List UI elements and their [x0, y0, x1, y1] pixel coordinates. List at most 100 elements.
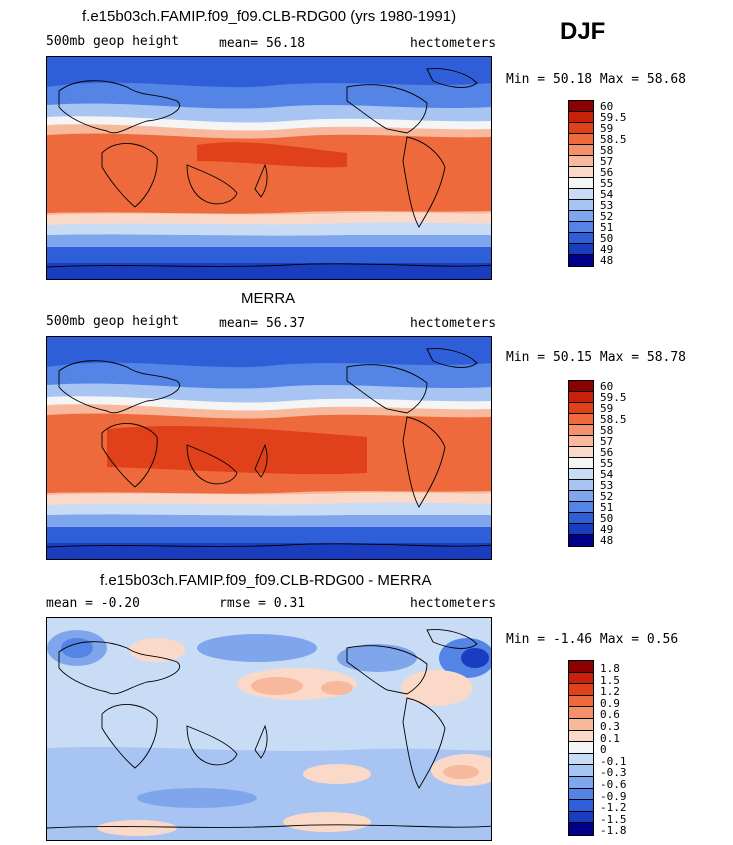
colorbar-label: 52	[600, 210, 614, 223]
colorbar-label: 57	[600, 435, 614, 448]
colorbar-label: 58	[600, 424, 614, 437]
colorbar-swatch	[569, 392, 593, 403]
colorbar-label: 53	[600, 479, 614, 492]
colorbar-label: 0.6	[600, 708, 620, 722]
colorbar-swatch	[569, 672, 593, 685]
colorbar-label: 55	[600, 457, 614, 470]
colorbar-label: 56	[600, 166, 614, 179]
colorbar-label: -0.6	[600, 778, 627, 791]
colorbar-swatch	[569, 134, 593, 145]
panel-obs-title: MERRA	[241, 290, 296, 307]
colorbar-swatch	[569, 524, 593, 535]
colorbar-swatch	[569, 425, 593, 436]
colorbar-label: 1.2	[600, 685, 620, 699]
colorbar-label: 49	[600, 243, 614, 256]
colorbar-swatch	[569, 730, 593, 743]
colorbar-swatch	[569, 823, 593, 835]
colorbar-swatch	[569, 788, 593, 801]
colorbar-swatch	[569, 480, 593, 491]
colorbar-label: 50	[600, 232, 614, 245]
panel-diff-map	[46, 617, 492, 841]
colorbar-swatch	[569, 753, 593, 766]
colorbar-swatch	[569, 436, 593, 447]
colorbar-swatch	[569, 101, 593, 112]
colorbar-swatch	[569, 145, 593, 156]
colorbar-swatch	[569, 661, 593, 673]
colorbar-label: -0.3	[600, 766, 627, 780]
colorbar-swatch	[569, 123, 593, 134]
colorbar-swatch	[569, 718, 593, 731]
colorbar-swatch	[569, 513, 593, 524]
colorbar-label: 48	[600, 534, 614, 547]
colorbar-label: -1.5	[600, 812, 627, 826]
colorbar-swatch	[569, 255, 593, 266]
colorbar-label: 1.8	[600, 662, 620, 675]
colorbar-label: 50	[600, 512, 614, 525]
colorbar-swatch	[569, 178, 593, 189]
colorbar-label: 60	[600, 380, 614, 393]
panel-obs-map	[46, 336, 492, 560]
panel-diff-mean: mean = -0.20	[46, 596, 140, 611]
panel-diff-units: hectometers	[410, 596, 497, 611]
colorbar-label: 0.1	[600, 731, 620, 745]
colorbar-label: 54	[600, 188, 614, 201]
colorbar-label: 59.5	[600, 111, 627, 124]
panel-model-variable: 500mb geop height	[46, 34, 180, 49]
colorbar-label: 58.5	[600, 413, 627, 426]
colorbar-swatch	[569, 156, 593, 167]
colorbar-swatch	[569, 167, 593, 178]
colorbar-swatch	[569, 811, 593, 824]
panel-obs-variable: 500mb geop height	[46, 314, 180, 329]
colorbar-swatch	[569, 535, 593, 546]
colorbar-swatch	[569, 222, 593, 233]
colorbar-label: 52	[600, 490, 614, 503]
colorbar-label: 58	[600, 144, 614, 157]
colorbar-swatch	[569, 447, 593, 458]
colorbar-swatch	[569, 776, 593, 789]
panel-model-colorbar	[568, 100, 594, 267]
colorbar-label: 1.5	[600, 673, 620, 687]
colorbar-swatch	[569, 381, 593, 392]
colorbar-label: 57	[600, 155, 614, 168]
colorbar-swatch	[569, 800, 593, 812]
colorbar-label: -0.1	[600, 754, 627, 768]
panel-diff-rmse: rmse = 0.31	[219, 596, 306, 611]
panel-diff-colorbar	[568, 660, 594, 836]
colorbar-label: 58.5	[600, 133, 627, 146]
colorbar-label: -0.9	[600, 789, 627, 803]
colorbar-label: -1.8	[600, 824, 627, 838]
colorbar-swatch	[569, 684, 593, 696]
colorbar-swatch	[569, 765, 593, 777]
colorbar-swatch	[569, 403, 593, 414]
colorbar-swatch	[569, 742, 593, 754]
panel-model-map	[46, 56, 492, 280]
colorbar-swatch	[569, 491, 593, 502]
panel-model-title: f.e15b03ch.FAMIP.f09_f09.CLB-RDG00 (yrs …	[82, 8, 457, 25]
colorbar-label: 56	[600, 446, 614, 459]
colorbar-label: 0.9	[600, 696, 620, 710]
colorbar-swatch	[569, 414, 593, 425]
colorbar-label: 55	[600, 177, 614, 190]
colorbar-label: 54	[600, 468, 614, 481]
panel-model-minmax: Min = 50.18 Max = 58.68	[506, 72, 687, 87]
colorbar-label: -1.2	[600, 801, 627, 815]
colorbar-swatch	[569, 707, 593, 719]
colorbar-swatch	[569, 469, 593, 480]
panel-diff-minmax: Min = -1.46 Max = 0.56	[506, 632, 679, 647]
colorbar-swatch	[569, 200, 593, 211]
colorbar-swatch	[569, 189, 593, 200]
colorbar-swatch	[569, 112, 593, 123]
panel-diff-title: f.e15b03ch.FAMIP.f09_f09.CLB-RDG00 - MER…	[100, 572, 432, 589]
panel-obs-minmax: Min = 50.15 Max = 58.78	[506, 350, 687, 365]
panel-obs-mean: mean= 56.37	[219, 316, 306, 331]
panel-obs-units: hectometers	[410, 316, 497, 331]
colorbar-swatch	[569, 211, 593, 222]
colorbar-label: 49	[600, 523, 614, 536]
colorbar-label: 59.5	[600, 391, 627, 404]
colorbar-swatch	[569, 695, 593, 708]
colorbar-swatch	[569, 233, 593, 244]
panel-model-mean: mean= 56.18	[219, 36, 306, 51]
colorbar-label: 48	[600, 254, 614, 267]
panel-model-units: hectometers	[410, 36, 497, 51]
colorbar-label: 59	[600, 122, 614, 135]
